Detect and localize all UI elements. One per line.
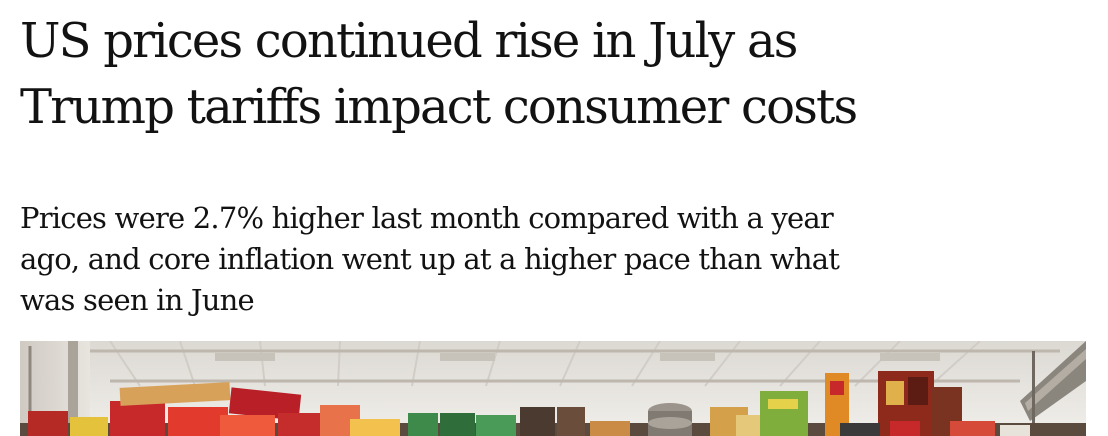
standfirst-line-2: ago, and core inflation went up at a hig… bbox=[20, 242, 840, 276]
standfirst-line-1: Prices were 2.7% higher last month compa… bbox=[20, 201, 834, 235]
hero-image bbox=[20, 341, 1086, 436]
headline-line-2: Trump tariffs impact consumer costs bbox=[20, 79, 858, 135]
standfirst: Prices were 2.7% higher last month compa… bbox=[20, 198, 1080, 321]
standfirst-line-3: was seen in June bbox=[20, 283, 255, 317]
supermarket-photo bbox=[20, 341, 1086, 436]
headline: US prices continued rise in July as Trum… bbox=[20, 8, 1080, 140]
headline-line-1: US prices continued rise in July as bbox=[20, 13, 798, 69]
